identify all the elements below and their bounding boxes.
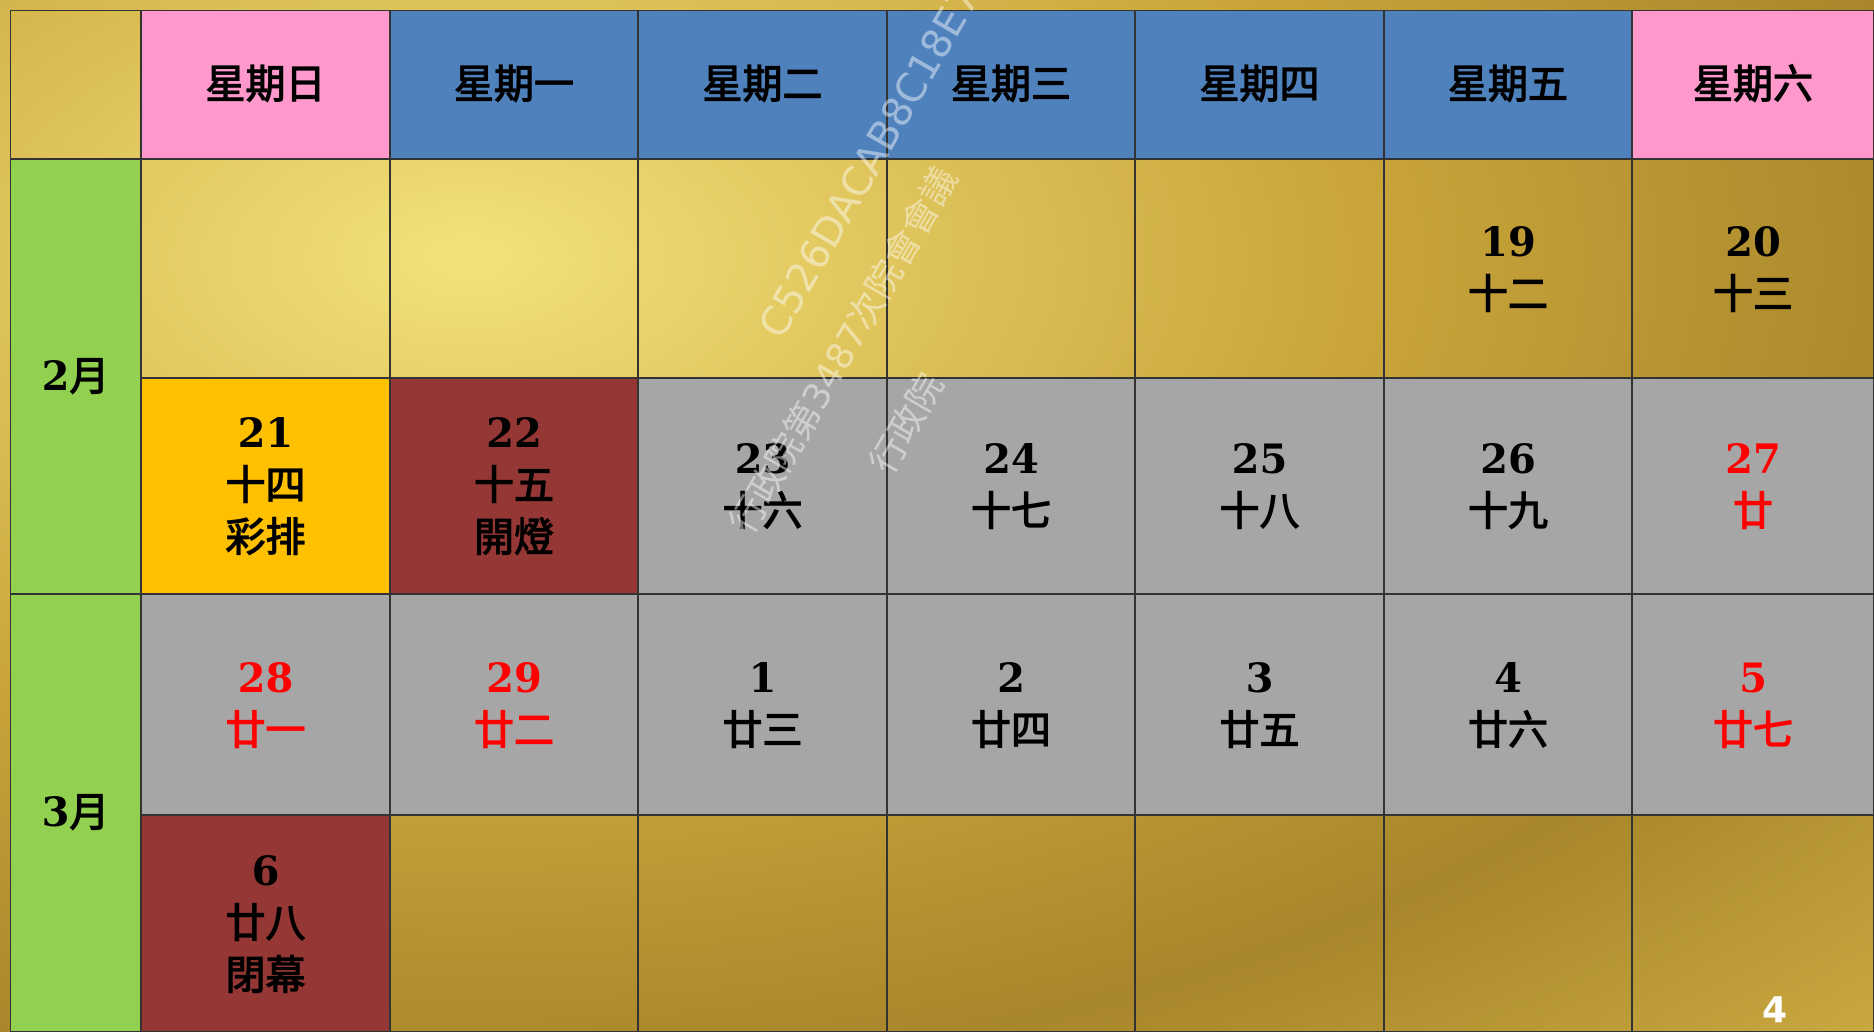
lunar-date: 廿七 [1713,706,1793,754]
lunar-date: 十二 [1468,270,1548,318]
event: 開燈 [474,514,554,561]
month-label: 3月 [41,789,110,836]
date-cell: 4 廿六 [1384,594,1632,815]
day-name: 星期六 [1693,60,1813,108]
date-cell: 3 廿五 [1135,594,1384,815]
lunar-date: 廿六 [1468,706,1548,754]
day-number: 24 [983,436,1039,483]
day-number: 25 [1231,436,1288,483]
date-cell: 25 十八 [1135,378,1384,594]
lunar-date: 廿三 [722,706,803,754]
date-cell [1135,159,1384,378]
date-cell: 28 廿一 [141,594,390,815]
day-header: 星期五 [1384,10,1632,159]
date-cell: 2 廿四 [887,594,1135,815]
date-cell: 29 廿二 [390,594,638,815]
date-cell: 24 十七 [887,378,1135,594]
lunar-date: 廿五 [1219,706,1300,754]
day-header: 星期三 [887,10,1135,159]
day-number: 4 [1494,654,1522,702]
day-name: 星期二 [702,60,823,108]
lunar-date: 廿八 [225,899,306,947]
event: 閉幕 [225,951,306,999]
date-cell: 23 十六 [638,378,887,594]
day-number: 3 [1245,654,1274,702]
day-header: 星期一 [390,10,638,159]
date-cell [390,815,638,1032]
day-number: 27 [1725,436,1781,483]
lunar-date: 十四 [225,462,306,509]
date-cell [390,159,638,378]
date-cell: 20 十三 [1632,159,1874,378]
day-header: 星期六 [1632,10,1874,159]
lunar-date: 十九 [1468,488,1548,535]
lunar-date: 十七 [971,488,1051,535]
day-number: 21 [237,410,294,457]
day-name: 星期一 [454,60,574,108]
day-header: 星期四 [1135,10,1384,159]
date-cell [887,159,1135,378]
day-name: 星期三 [951,60,1071,108]
month-cell: 3月 [10,594,141,1032]
date-cell: 22 十五開燈 [390,378,638,594]
day-number: 23 [734,436,791,483]
day-number: 5 [1739,654,1767,702]
date-cell: 1 廿三 [638,594,887,815]
day-name: 星期日 [205,60,326,108]
day-number: 1 [748,654,777,702]
lunar-date: 十八 [1219,488,1300,535]
month-label: 2月 [41,352,110,400]
date-cell: 26 十九 [1384,378,1632,594]
day-number: 6 [251,847,280,895]
day-number: 26 [1480,436,1536,483]
day-number: 2 [997,654,1025,702]
date-cell: 21 十四彩排 [141,378,390,594]
day-number: 20 [1725,218,1781,266]
event: 彩排 [225,514,306,561]
date-cell [1135,815,1384,1032]
corner-cell [10,10,141,159]
lunar-date: 十三 [1713,270,1793,318]
day-header: 星期二 [638,10,887,159]
day-name: 星期四 [1199,60,1320,108]
lunar-date: 十六 [722,488,803,535]
lunar-date: 廿四 [971,706,1051,754]
date-cell [638,815,887,1032]
date-cell: 27 廿 [1632,378,1874,594]
date-cell [1632,815,1874,1032]
day-number: 28 [237,654,294,702]
day-number: 29 [486,654,542,702]
date-cell: 5 廿七 [1632,594,1874,815]
page-number: 4 [1762,990,1788,1031]
lunar-date: 十五 [474,462,554,509]
date-cell: 19 十二 [1384,159,1632,378]
lunar-date: 廿 [1733,488,1773,535]
day-number: 19 [1480,218,1536,266]
lunar-date: 廿一 [225,706,306,754]
date-cell: 6 廿八 閉幕 [141,815,390,1032]
day-number: 22 [486,410,542,457]
month-cell: 2月 [10,159,141,594]
date-cell [638,159,887,378]
day-name: 星期五 [1448,60,1568,108]
date-cell [1384,815,1632,1032]
lunar-date: 廿二 [474,706,554,754]
date-cell [141,159,390,378]
date-cell [887,815,1135,1032]
day-header: 星期日 [141,10,390,159]
